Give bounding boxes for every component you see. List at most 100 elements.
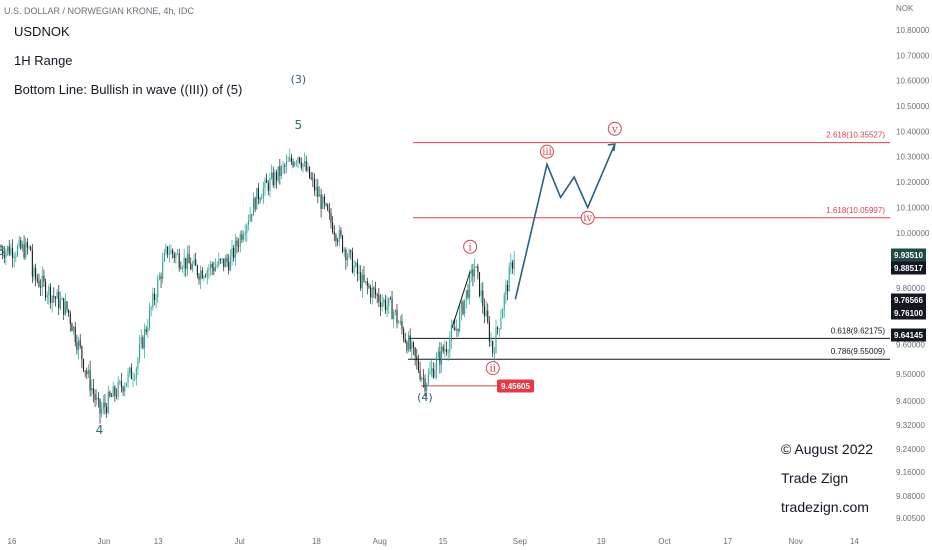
candle-body	[498, 328, 500, 330]
price-tick-label: 10.30000	[896, 153, 930, 162]
candle-body	[299, 157, 301, 163]
candle-body	[210, 264, 212, 269]
candle-body	[124, 386, 126, 392]
candle-body	[21, 244, 23, 249]
candle-body	[360, 272, 362, 289]
candle-body	[431, 368, 433, 371]
fib-label: 0.618(9.62175)	[831, 326, 886, 335]
candle-body	[409, 335, 411, 350]
candle-body	[18, 240, 20, 247]
time-tick-label: 16	[8, 537, 17, 546]
candle-body	[115, 395, 118, 397]
candle-body	[449, 339, 451, 352]
candle-body	[277, 166, 279, 181]
price-tag-label: 9.76566	[894, 296, 923, 305]
candle-body	[417, 360, 419, 371]
candle-body	[464, 299, 466, 314]
candle-body	[185, 257, 187, 269]
candle-body	[20, 240, 22, 249]
candle-body	[96, 397, 98, 400]
price-tags: 9.93510 9.88517 9.76566 9.76100 9.64145 9.456…	[497, 248, 926, 393]
candle-body	[76, 342, 78, 350]
candle-body	[188, 254, 190, 264]
candle-body	[429, 370, 431, 374]
price-tick-label: 9.16000	[896, 468, 925, 477]
candle-body	[214, 266, 217, 272]
candle-body	[8, 246, 10, 255]
candle-body	[502, 309, 504, 319]
candle-body	[401, 320, 403, 330]
candle-body	[101, 408, 103, 414]
candle-body	[63, 298, 65, 315]
candle-body	[45, 281, 47, 298]
candle-body	[470, 269, 472, 274]
candle-body	[280, 166, 283, 176]
price-tick-label: 10.10000	[896, 204, 930, 213]
wave-i-line	[451, 271, 471, 328]
candle-body	[106, 406, 108, 413]
candle-body	[216, 265, 218, 267]
candle-body	[53, 295, 55, 298]
candle-body	[218, 259, 220, 266]
candle-body	[391, 298, 393, 320]
candle-body	[292, 161, 294, 166]
brand-url[interactable]: tradezign.com	[781, 499, 869, 515]
price-tag-bg	[497, 379, 534, 393]
candle-body	[183, 257, 185, 269]
candle-body	[404, 338, 406, 343]
candle-body	[505, 284, 507, 295]
candle-body	[271, 172, 273, 178]
candle-body	[142, 337, 144, 349]
candle-body	[30, 246, 32, 251]
candle-body	[145, 329, 147, 332]
candle-body	[289, 157, 291, 162]
candle-body	[195, 259, 197, 266]
time-tick-label: 14	[850, 537, 859, 546]
wave-label: 5	[295, 118, 303, 132]
candle-body	[243, 235, 245, 240]
candle-body	[91, 388, 93, 391]
candle-body	[475, 266, 477, 268]
candle-body	[434, 370, 436, 378]
candle-body	[129, 367, 131, 373]
candle-body	[0, 249, 2, 251]
candle-body	[342, 235, 344, 252]
candle-body	[469, 273, 471, 298]
candle-body	[363, 274, 365, 282]
fib-label: 1.618(10.05997)	[826, 206, 885, 215]
candle-body	[497, 327, 499, 329]
price-tick-label: 10.50000	[896, 102, 930, 111]
candle-body	[111, 395, 113, 397]
wave-label: (4)	[417, 391, 433, 404]
candle-body	[474, 267, 476, 277]
price-tag-bg	[891, 293, 926, 307]
wave-label: ii	[490, 364, 496, 375]
candle-body	[198, 275, 200, 280]
candle-body	[3, 254, 5, 258]
candle-body	[219, 259, 221, 260]
price-tick-label: 10.70000	[896, 51, 930, 60]
candle-body	[201, 270, 203, 279]
candle-body	[89, 369, 91, 391]
candle-body	[97, 397, 99, 400]
candle-body	[221, 258, 223, 260]
candle-body	[274, 172, 276, 186]
candle-body	[421, 378, 423, 380]
wave-label: v	[611, 124, 618, 135]
candle-body	[437, 351, 439, 358]
candle-body	[125, 382, 127, 387]
candle-body	[5, 251, 7, 258]
candle-body	[104, 402, 106, 407]
candle-body	[137, 359, 139, 369]
candle-body	[213, 267, 215, 272]
wave-label: 3	[0, 244, 5, 258]
time-tick-label: Nov	[789, 537, 803, 546]
candle-body	[178, 253, 180, 268]
candle-body	[427, 373, 429, 384]
candle-body	[135, 368, 137, 379]
price-tick-label: 10.00000	[896, 229, 930, 238]
candle-body	[99, 399, 101, 414]
candle-body	[422, 378, 424, 379]
candle-body	[432, 368, 434, 378]
